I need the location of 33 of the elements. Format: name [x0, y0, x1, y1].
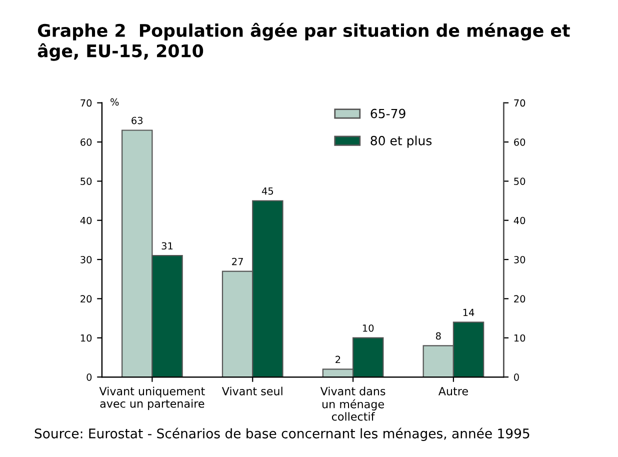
legend-label: 65-79 [370, 108, 406, 118]
y-tick-label: 60 [80, 138, 92, 146]
y-tick-label: 0 [86, 374, 92, 381]
y-tick-label: 10 [80, 334, 92, 342]
x-tick-label: Vivant seul [222, 386, 282, 396]
data-label: 63 [132, 116, 143, 124]
y2-tick-label: 30 [514, 256, 526, 264]
y-tick-label: 70 [80, 99, 92, 107]
y-tick-label: 30 [80, 256, 92, 264]
y-tick-label: 20 [80, 295, 92, 303]
chart-title: Graphe 2 Population âgée par situation de ménage et âge, EU-15, 2010 [38, 22, 570, 61]
data-label: 31 [162, 242, 173, 250]
data-label: 14 [463, 308, 474, 316]
y2-tick-label: 20 [514, 295, 526, 303]
data-label: 45 [262, 187, 274, 195]
y2-tick-label: 70 [514, 99, 526, 107]
y-tick-label: 50 [80, 178, 92, 185]
data-label: 10 [362, 324, 374, 332]
y-axis-title: % [110, 98, 119, 106]
x-tick-label: Vivant uniquement avec un partenaire [99, 386, 205, 410]
y2-tick-label: 0 [514, 374, 519, 381]
source-note: Source: Eurostat - Scénarios de base concernant les ménages, année 1995 [34, 428, 530, 442]
data-label: 8 [436, 332, 441, 340]
legend-label: 80 et plus [370, 136, 432, 148]
x-tick-label: Vivant dans un ménage collectif [320, 386, 386, 421]
y2-tick-label: 60 [514, 138, 526, 146]
y2-tick-label: 50 [514, 178, 526, 185]
x-tick-label: Autre [438, 387, 468, 396]
y2-tick-label: 40 [514, 216, 526, 224]
y-tick-label: 40 [80, 216, 92, 224]
y2-tick-label: 10 [514, 334, 526, 342]
data-label: 27 [232, 258, 243, 266]
data-label: 2 [336, 356, 340, 363]
